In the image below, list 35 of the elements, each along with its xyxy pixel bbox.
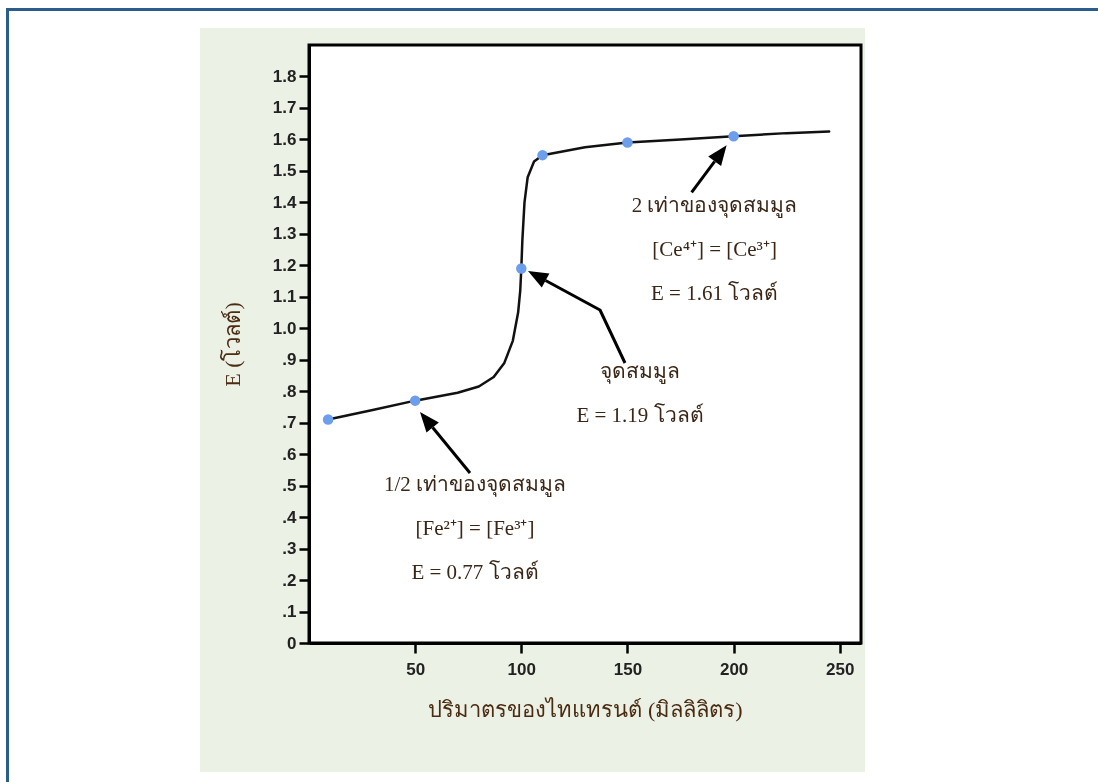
y-tick-label: .1 [282, 602, 297, 622]
y-tick-label: 1.5 [272, 161, 297, 181]
y-tick-label: .3 [282, 539, 297, 559]
y-tick-label: 1.2 [272, 255, 297, 275]
y-tick-label: .9 [282, 350, 297, 370]
point [537, 149, 548, 161]
x-tick-label: 150 [613, 659, 643, 679]
x-tick-label: 200 [719, 659, 749, 679]
annotation: จุดสมมูล E = 1.19 โวลต์ [576, 359, 704, 427]
y-tick-label: 1.6 [272, 129, 297, 149]
x-axis-title: ปริมาตรของไทแทรนต์ (มิลลิลิตร) [428, 696, 743, 722]
point [516, 263, 527, 274]
point [409, 395, 421, 406]
annotation: 1/2 เท่าของจุดสมมูล [Fe²⁺] = [Fe³⁺] E = 0.77 โวลต์ [383, 472, 567, 584]
y-tick-label: .6 [282, 444, 297, 464]
y-axis-title: E (โวลต์) [219, 302, 245, 387]
y-tick-label: 1.8 [272, 66, 297, 86]
y-tick-label: 1.7 [272, 98, 297, 118]
y-tick-label: .2 [282, 570, 297, 590]
point [728, 131, 739, 142]
y-tick-label: .5 [282, 476, 297, 496]
y-tick-label: 1.0 [272, 318, 297, 338]
annotation: 2 เท่าของจุดสมมูล [Ce⁴⁺] = [Ce³⁺] E = 1.61 โวลต์ [631, 193, 798, 306]
y-tick-label: .4 [282, 507, 298, 527]
y-tick-label: 1.4 [272, 192, 298, 212]
x-tick-label: 250 [826, 659, 855, 679]
y-tick-label: .7 [282, 413, 297, 433]
point [322, 414, 334, 425]
x-tick-label: 50 [406, 659, 426, 679]
y-tick-label: 0 [287, 633, 297, 653]
y-tick-label: 1.1 [272, 287, 297, 307]
y-tick-label: .8 [282, 381, 297, 401]
y-tick-label: 1.3 [272, 224, 297, 244]
x-tick-label: 100 [507, 659, 536, 679]
point [622, 137, 633, 148]
